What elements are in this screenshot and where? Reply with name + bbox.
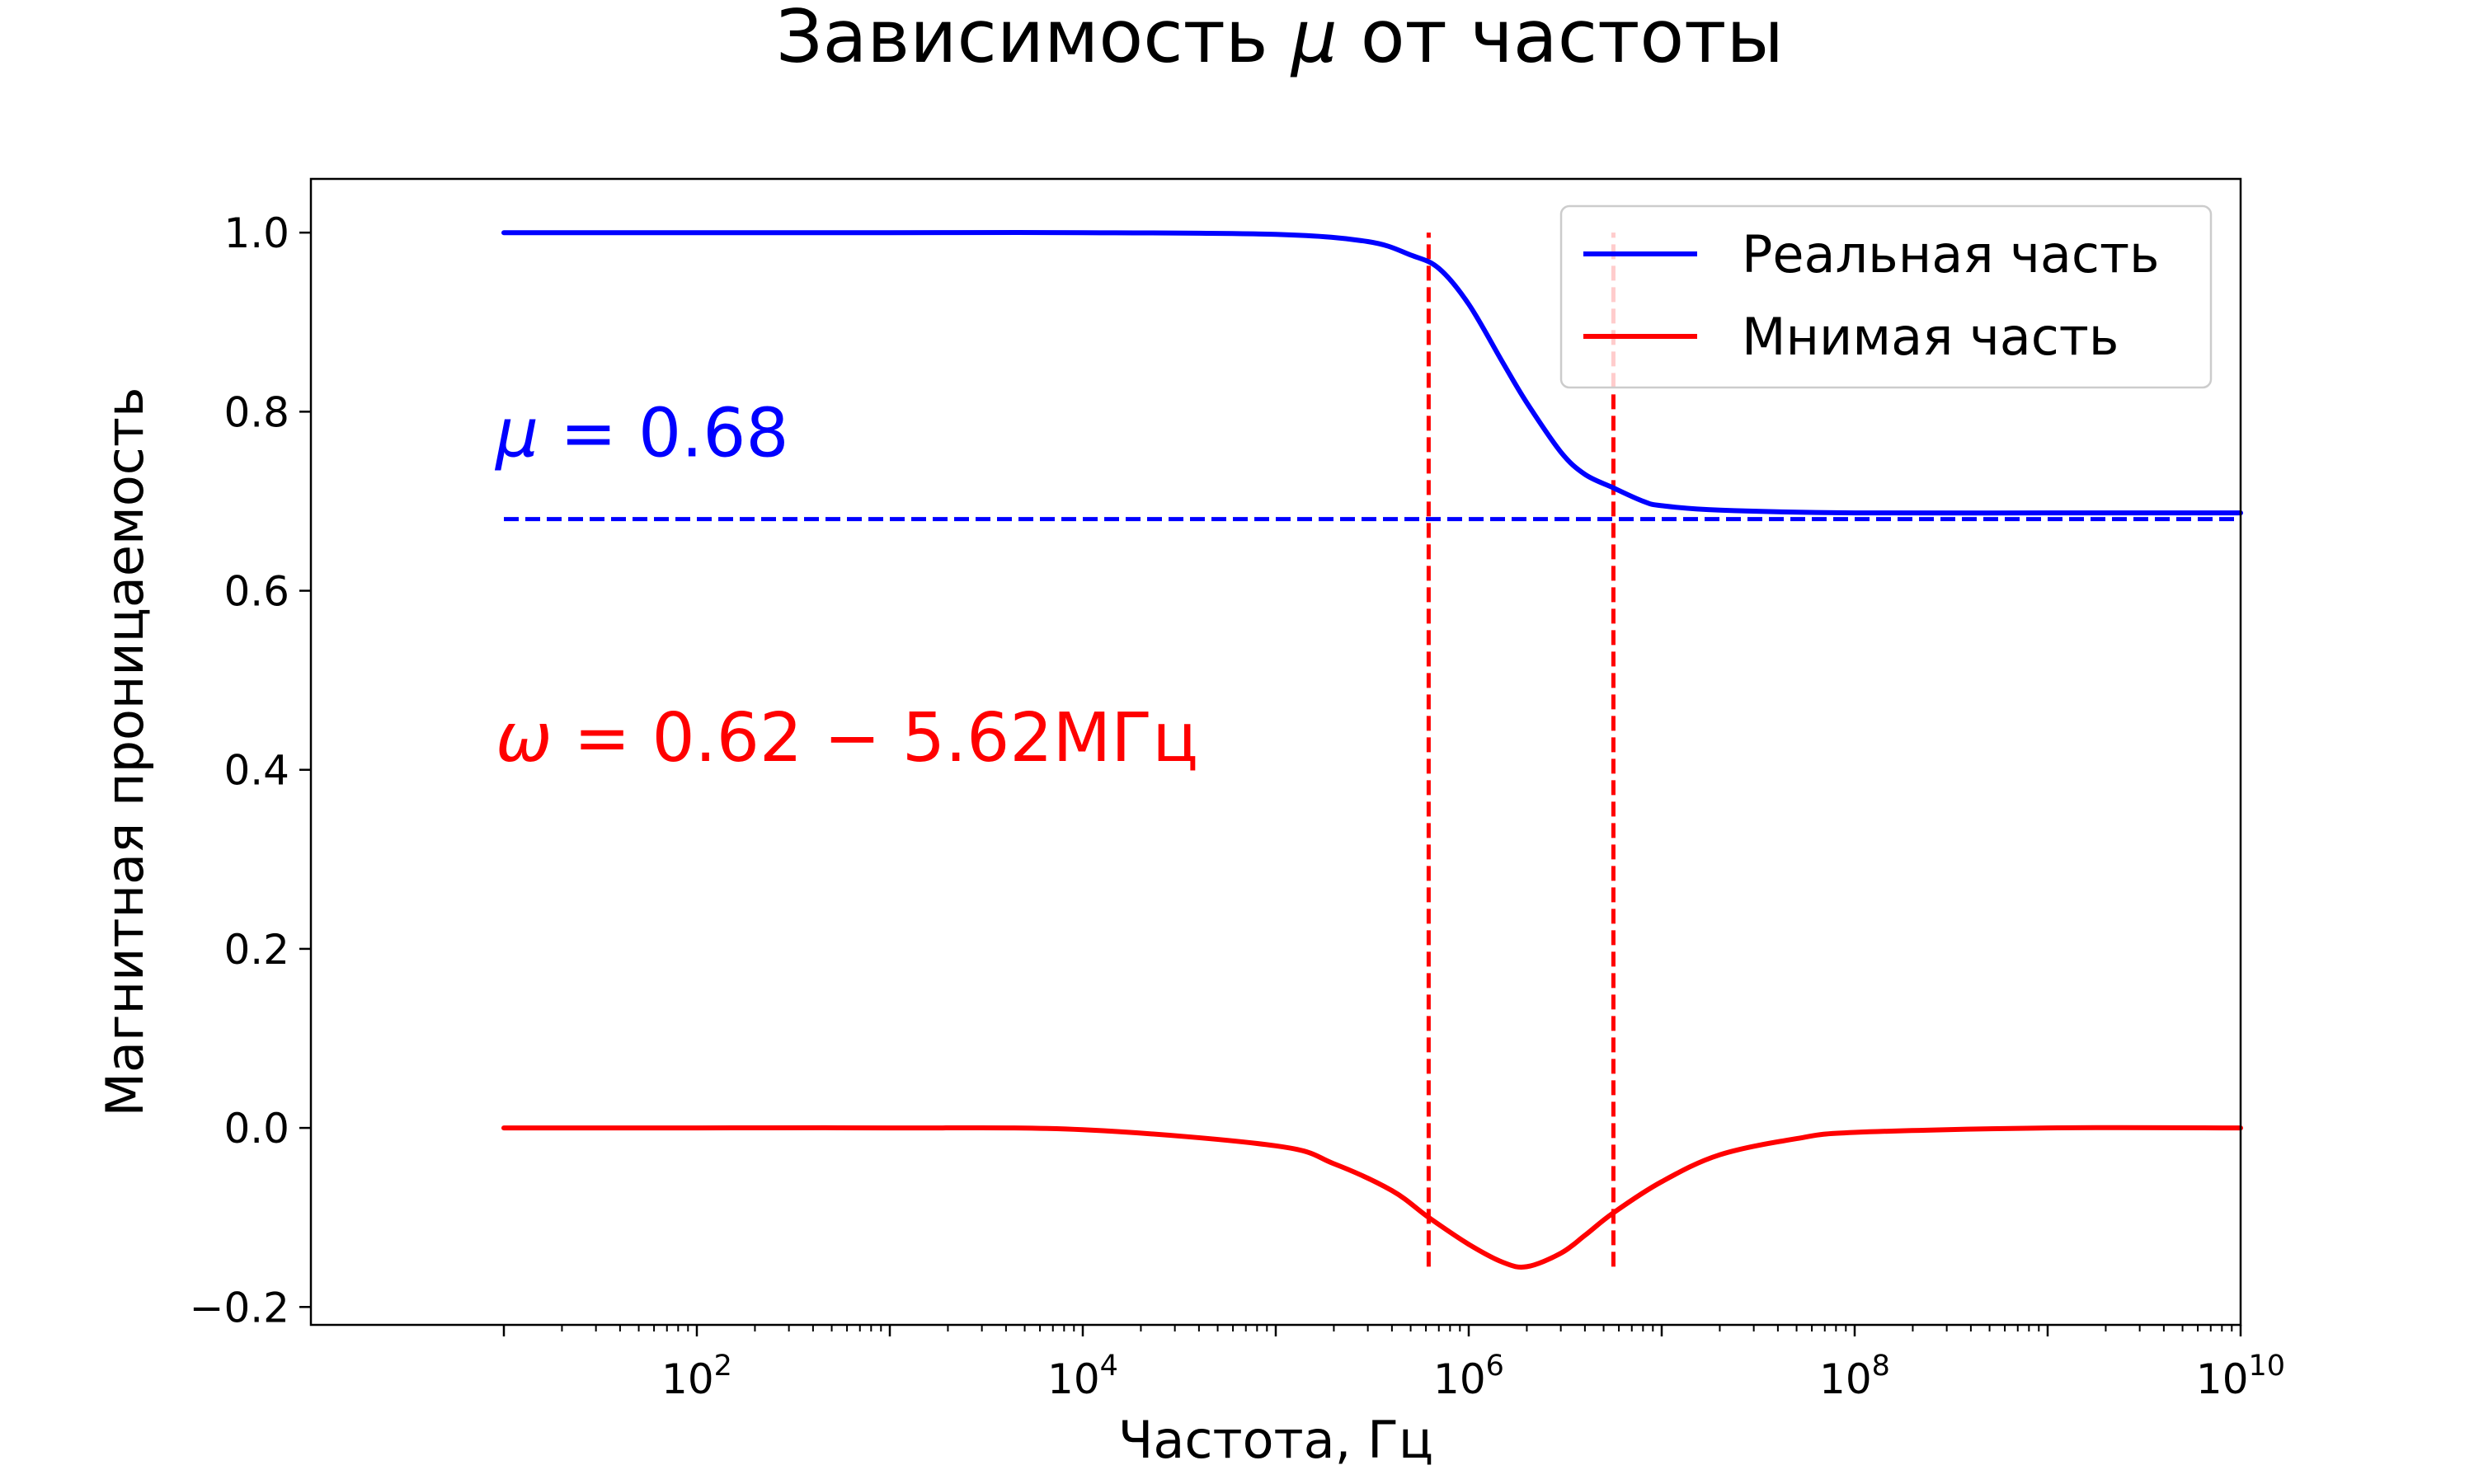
y-tick-label: 0.8 (223, 388, 289, 436)
y-tick-label: 0.2 (223, 926, 289, 974)
y-tick-label: 0.4 (223, 747, 289, 795)
annotation-mu-symbol: μ (494, 395, 539, 473)
y-axis-label: Магнитная проницаемость (95, 387, 155, 1117)
series-line-imaginary (501, 1125, 2243, 1270)
title-mu-symbol: μ (1290, 0, 1338, 79)
y-tick-label: 1.0 (223, 209, 289, 257)
x-tick-label: 104 (1047, 1350, 1118, 1403)
title-part-2: от частоты (1338, 0, 1784, 79)
legend: Реальная часть Мнимая часть (1559, 204, 2213, 389)
annotation-omega: ω = 0.62 − 5.62МГц (496, 699, 1198, 777)
y-tick-label: 0.6 (223, 568, 289, 616)
x-axis-label: Частота, Гц (1118, 1410, 1433, 1470)
legend-box (1559, 204, 2213, 389)
y-axis-ticks: −0.2 0.0 0.2 0.4 0.6 0.8 1.0 (190, 209, 311, 1331)
series-line-real (501, 230, 2243, 516)
annotation-omega-symbol: ω (496, 699, 553, 777)
plot-content: μ = 0.68 ω = 0.62 − 5.62МГц (494, 230, 2243, 1270)
x-tick-label: 108 (1819, 1350, 1890, 1403)
y-tick-label: −0.2 (190, 1284, 289, 1331)
x-tick-label: 102 (661, 1350, 732, 1403)
annotation-mu: μ = 0.68 (494, 395, 789, 473)
annotation-mu-value: = 0.68 (539, 395, 788, 473)
x-tick-label: 106 (1433, 1350, 1504, 1403)
chart-title: Зависимость μ от частоты (776, 0, 1784, 79)
x-tick-label: 1010 (2196, 1350, 2285, 1403)
legend-label: Мнимая часть (1742, 307, 2119, 367)
y-tick-label: 0.0 (223, 1105, 289, 1153)
title-part-1: Зависимость (776, 0, 1291, 79)
x-axis-ticks: 102 104 106 108 1010 (502, 1325, 2285, 1403)
annotation-omega-value: = 0.62 − 5.62МГц (553, 699, 1198, 777)
legend-label: Реальная часть (1742, 224, 2160, 284)
